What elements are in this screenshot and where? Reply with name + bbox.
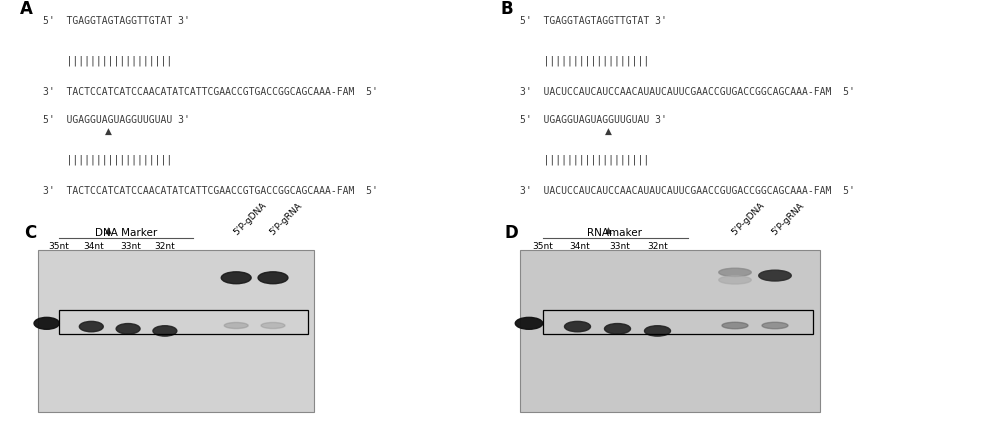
Text: 5’P-gRNA: 5’P-gRNA: [770, 201, 806, 237]
Bar: [38, 250, 314, 412]
Ellipse shape: [515, 317, 543, 329]
Ellipse shape: [116, 324, 140, 334]
Bar: [59, 310, 308, 334]
Text: 5’P-gRNA: 5’P-gRNA: [268, 201, 304, 237]
Ellipse shape: [221, 272, 251, 284]
Text: ▲: ▲: [605, 225, 612, 234]
Text: 5'  UGAGGUAGUAGGUUGUAU 3': 5' UGAGGUAGUAGGUUGUAU 3': [520, 115, 667, 125]
Text: 3'  TACTCCATCATCCAACATATCATTCGAACCGTGACCGGCAGCAAA-FAM  5': 3' TACTCCATCATCCAACATATCATTCGAACCGTGACCG…: [43, 186, 378, 196]
Ellipse shape: [604, 324, 631, 334]
Text: 35nt: 35nt: [532, 242, 553, 251]
Text: 5'  TGAGGTAGTAGGTTGTAT 3': 5' TGAGGTAGTAGGTTGTAT 3': [520, 16, 667, 26]
Text: 33nt: 33nt: [120, 242, 141, 251]
Text: 33nt: 33nt: [610, 242, 630, 251]
Text: A: A: [20, 0, 33, 18]
Ellipse shape: [762, 322, 788, 329]
Text: 32nt: 32nt: [155, 242, 175, 251]
Text: ||||||||||||||||||: ||||||||||||||||||: [43, 154, 172, 164]
Ellipse shape: [261, 322, 285, 329]
Text: 32nt: 32nt: [647, 242, 668, 251]
Text: 5’P-gDNA: 5’P-gDNA: [232, 200, 268, 237]
Text: ||||||||||||||||||: ||||||||||||||||||: [520, 154, 649, 164]
Text: ||||||||||||||||||: ||||||||||||||||||: [520, 55, 649, 66]
Ellipse shape: [719, 268, 751, 276]
Text: 34nt: 34nt: [83, 242, 104, 251]
Ellipse shape: [722, 322, 748, 329]
Text: 3'  UACUCCAUCAUCCAACAUAUCAUUCGAACCGUGACCGGCAGCAAA-FAM  5': 3' UACUCCAUCAUCCAACAUAUCAUUCGAACCGUGACCG…: [520, 87, 855, 97]
Text: B: B: [500, 0, 513, 18]
Ellipse shape: [564, 321, 590, 332]
Text: ||||||||||||||||||: ||||||||||||||||||: [43, 55, 172, 66]
Bar: [542, 310, 812, 334]
Text: 5'  TGAGGTAGTAGGTTGTAT 3': 5' TGAGGTAGTAGGTTGTAT 3': [43, 16, 190, 26]
Text: 5'  UGAGGUAGUAGGUUGUAU 3': 5' UGAGGUAGUAGGUUGUAU 3': [43, 115, 190, 125]
Text: RNAmaker: RNAmaker: [588, 228, 642, 238]
Text: DNA Marker: DNA Marker: [95, 228, 157, 238]
Ellipse shape: [759, 270, 791, 281]
Text: ▲: ▲: [605, 127, 612, 135]
Text: ▲: ▲: [105, 225, 112, 234]
Text: 5’P-gDNA: 5’P-gDNA: [730, 200, 766, 237]
Ellipse shape: [258, 272, 288, 284]
Text: ▲: ▲: [105, 127, 112, 135]
Ellipse shape: [153, 326, 177, 336]
Text: 3'  TACTCCATCATCCAACATATCATTCGAACCGTGACCGGCAGCAAA-FAM  5': 3' TACTCCATCATCCAACATATCATTCGAACCGTGACCG…: [43, 87, 378, 97]
Ellipse shape: [719, 276, 751, 284]
Text: D: D: [505, 224, 519, 241]
Text: 34nt: 34nt: [570, 242, 590, 251]
Text: C: C: [25, 224, 37, 241]
Text: 35nt: 35nt: [49, 242, 70, 251]
Ellipse shape: [644, 326, 670, 336]
Text: 3'  UACUCCAUCAUCCAACAUAUCAUUCGAACCGUGACCGGCAGCAAA-FAM  5': 3' UACUCCAUCAUCCAACAUAUCAUUCGAACCGUGACCG…: [520, 186, 855, 196]
Ellipse shape: [79, 321, 103, 332]
Ellipse shape: [34, 317, 59, 329]
Bar: [520, 250, 820, 412]
Ellipse shape: [224, 322, 248, 329]
